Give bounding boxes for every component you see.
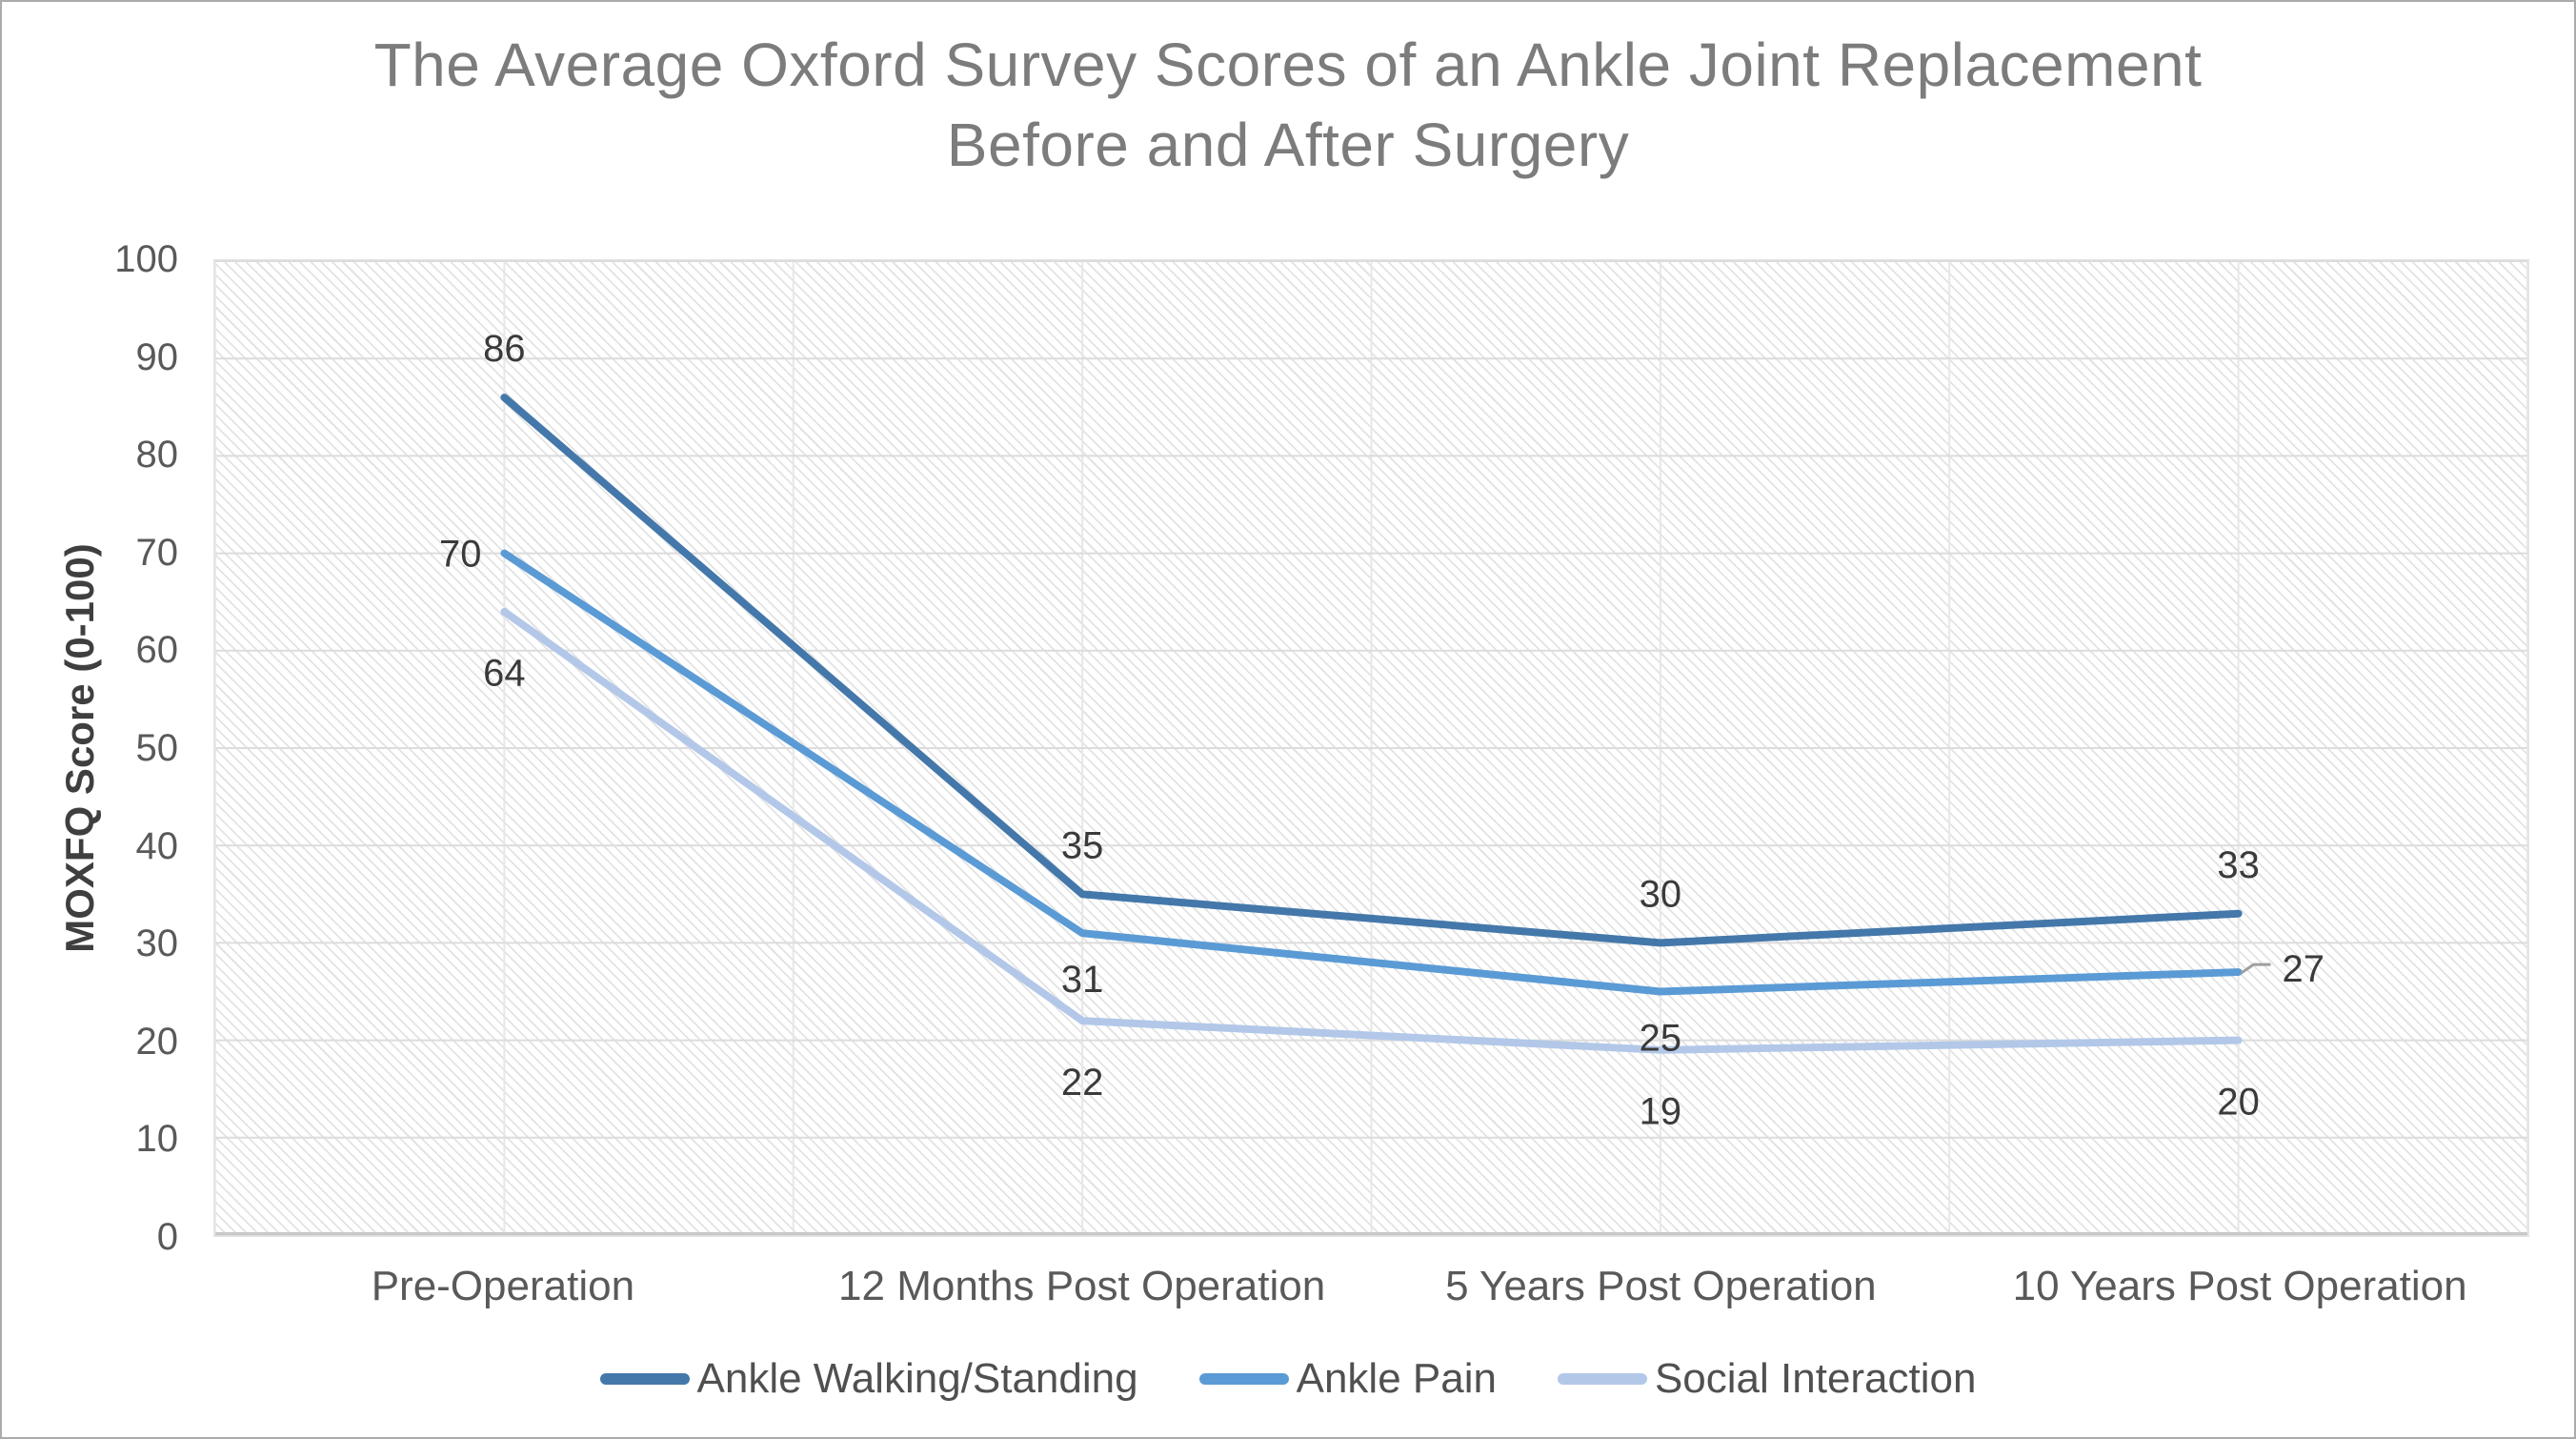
legend-swatch-icon	[599, 1373, 690, 1385]
chart-title-line1: The Average Oxford Survey Scores of an A…	[373, 30, 2203, 99]
x-category-label: Pre-Operation	[371, 1263, 635, 1309]
data-label: 20	[2217, 1081, 2259, 1123]
legend-swatch-icon	[1557, 1373, 1647, 1385]
data-label: 33	[2217, 844, 2259, 886]
data-label: 86	[483, 328, 525, 370]
legend-item-ankle-pain: Ankle Pain	[1198, 1355, 1497, 1403]
y-tick-label: 60	[135, 629, 179, 672]
y-tick-label: 40	[135, 824, 179, 867]
x-category-label: 12 Months Post Operation	[838, 1263, 1326, 1309]
data-label: 30	[1640, 874, 1681, 916]
legend-item-label: Ankle Pain	[1296, 1355, 1497, 1402]
legend-swatch-icon	[1198, 1373, 1289, 1385]
x-category-label: 5 Years Post Operation	[1445, 1263, 1877, 1309]
data-label: 35	[1061, 824, 1103, 866]
plot-svg: 86 35 30 33 70 31 25 27 64 22 19 20	[214, 260, 2528, 1236]
x-category-label: 10 Years Post Operation	[2012, 1263, 2467, 1309]
y-tick-label: 100	[114, 238, 178, 280]
data-label: 19	[1640, 1091, 1681, 1133]
y-tick-label: 50	[135, 727, 179, 769]
plot-area: 86 35 30 33 70 31 25 27 64 22 19 20	[213, 259, 2529, 1237]
chart-title-line2: Before and After Surgery	[946, 111, 1630, 179]
y-tick-label: 20	[135, 1020, 179, 1063]
y-tick-label: 80	[135, 434, 179, 476]
data-label: 27	[2283, 948, 2324, 990]
legend-item-label: Social Interaction	[1654, 1355, 1977, 1402]
data-label: 31	[1061, 959, 1103, 1001]
data-label-leader-line	[2240, 963, 2271, 975]
data-label: 64	[483, 653, 525, 695]
series-line-ankle-walking-standing	[500, 394, 2243, 947]
legend-item-label: Ankle Walking/Standing	[696, 1355, 1138, 1402]
y-tick-label: 0	[156, 1216, 178, 1258]
y-tick-label: 10	[135, 1118, 179, 1161]
legend-item-ankle-walking-standing: Ankle Walking/Standing	[599, 1355, 1138, 1403]
series-line-ankle-pain	[500, 549, 2243, 996]
data-label: 25	[1640, 1017, 1681, 1059]
chart-title: The Average Oxford Survey Scores of an A…	[2, 25, 2574, 185]
y-tick-label: 30	[135, 922, 179, 965]
y-tick-label: 70	[135, 531, 179, 574]
data-label: 70	[439, 534, 481, 576]
legend: Ankle Walking/Standing Ankle Pain Social I…	[2, 1355, 2574, 1403]
legend-item-social-interaction: Social Interaction	[1557, 1355, 1977, 1403]
series-line-social-interaction	[500, 607, 2243, 1054]
data-label: 22	[1061, 1062, 1103, 1104]
y-tick-label: 90	[135, 335, 179, 378]
